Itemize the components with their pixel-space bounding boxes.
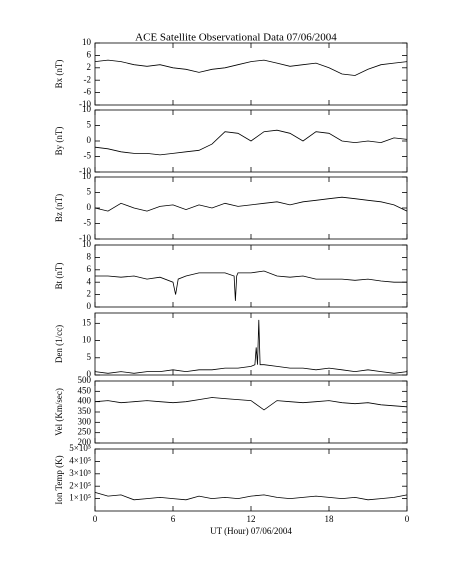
y-tick-label: 5 [87,187,92,197]
y-tick-label: 2 [87,62,92,72]
x-tick-label: 18 [325,514,335,524]
y-tick-label: 5×10⁵ [69,443,91,453]
panel-frame [94,42,408,106]
y-tick-label: 400 [78,396,92,406]
y-tick-label: 1×10⁵ [69,493,91,503]
y-tick-label: 10 [82,239,92,249]
y-tick-label: -10 [79,99,91,109]
y-tick-label: 300 [78,416,92,426]
y-tick-label: 0 [87,369,92,379]
y-tick-label: 8 [87,251,92,261]
y-axis-label: Bt (nT) [54,263,64,290]
x-tick-label: 0 [93,514,98,524]
data-line [94,196,408,212]
y-tick-label: -5 [84,218,92,228]
y-tick-label: 2 [87,289,92,299]
y-tick-label: 10 [82,104,92,114]
y-tick-label: 15 [82,317,92,327]
y-axis-label: Vel (Km/sec) [54,388,64,436]
y-tick-label: 6 [87,49,92,59]
y-tick-label: 200 [78,437,92,447]
y-tick-label: 450 [78,385,92,395]
y-tick-label: 4 [87,276,92,286]
x-tick-label: 12 [247,514,256,524]
panel-frame [94,176,408,240]
y-tick-label: -10 [79,166,91,176]
x-axis-label: UT (Hour) 07/06/2004 [210,526,292,536]
x-tick-label: 6 [171,514,176,524]
y-tick-label: 0 [87,301,92,311]
data-line [94,59,408,76]
y-tick-label: 3×10⁵ [69,468,91,478]
y-tick-label: 5 [87,352,92,362]
y-tick-label: 0 [87,202,92,212]
y-tick-label: 4×10⁵ [69,455,91,465]
y-axis-label: Den (1/cc) [54,325,64,363]
y-tick-label: 6 [87,264,92,274]
panel-frame [94,244,408,308]
data-line [94,397,408,411]
x-tick-label: 0 [405,514,410,524]
data-line [95,270,407,301]
panel-frame [94,312,408,376]
y-tick-label: 250 [78,427,92,437]
y-tick-label: -6 [84,87,92,97]
y-axis-label: Bx (nT) [54,60,64,89]
y-tick-label: 500 [78,375,92,385]
y-tick-label: 10 [82,37,92,47]
y-tick-label: 350 [78,406,92,416]
y-tick-label: -5 [84,151,92,161]
data-line [94,492,408,501]
panel-frame [94,380,408,444]
y-tick-label: -2 [84,74,92,84]
y-tick-label: 5 [87,120,92,130]
y-axis-label: Bz (nT) [54,194,64,222]
y-axis-label: Ion Temp (K) [54,455,64,504]
y-tick-label: 0 [87,135,92,145]
data-line [94,129,408,156]
y-tick-label: 10 [82,171,92,181]
y-tick-label: -10 [79,233,91,243]
chart-title: ACE Satellite Observational Data 07/06/2… [135,32,337,44]
y-tick-label: 2×10⁵ [69,480,91,490]
y-tick-label: 10 [82,335,92,345]
y-axis-label: By (nT) [54,127,64,156]
panel-frame [94,448,408,512]
data-line [94,319,408,374]
